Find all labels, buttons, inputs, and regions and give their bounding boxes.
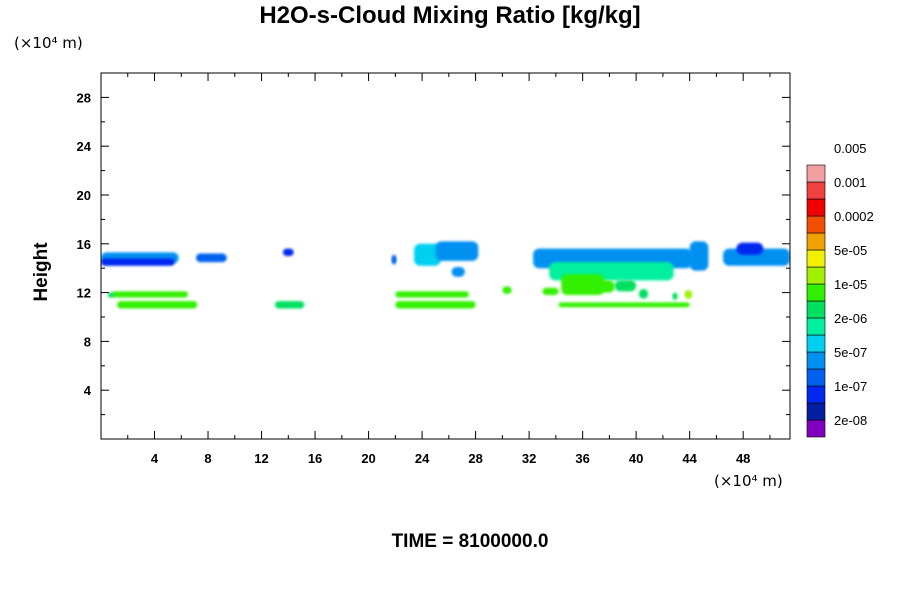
x-tick-label: 24 xyxy=(415,451,430,466)
chart-title: H2O-s-Cloud Mixing Ratio [kg/kg] xyxy=(259,2,641,29)
colorbar: 2e-08 1e-07 5e-07 2e-06 1e-05 5e-05 0.0002 0.00… xyxy=(806,141,874,438)
colorbar-label: 5e-07 xyxy=(834,345,867,360)
colorbar-swatch xyxy=(806,266,826,285)
x-tick-label: 28 xyxy=(468,451,482,466)
colorbar-swatch xyxy=(806,351,826,370)
field-region xyxy=(596,280,615,293)
field-region xyxy=(195,253,227,263)
x-tick-label: 44 xyxy=(682,451,697,466)
colorbar-label: 2e-06 xyxy=(834,311,867,326)
colorbar-swatch xyxy=(806,402,826,421)
field-region xyxy=(395,301,476,309)
colorbar-swatch xyxy=(806,164,826,183)
x-tick-label: 40 xyxy=(629,451,643,466)
colorbar-label: 0.0002 xyxy=(834,209,874,224)
field-region xyxy=(558,302,690,308)
field-region xyxy=(689,241,709,271)
x-tick-label: 32 xyxy=(522,451,536,466)
x-tick-label: 4 xyxy=(151,451,159,466)
colorbar-swatch xyxy=(806,419,826,438)
colorbar-swatch xyxy=(806,300,826,319)
field-region xyxy=(117,301,198,309)
field-region xyxy=(638,288,649,299)
field-region xyxy=(451,266,465,277)
x-tick-label: 16 xyxy=(308,451,322,466)
y-tick-label: 24 xyxy=(77,139,92,154)
field-region xyxy=(111,291,188,298)
y-tick-label: 8 xyxy=(84,334,91,349)
field-region xyxy=(684,290,693,299)
x-axis-unit: (×10⁴ m) xyxy=(714,472,783,490)
x-tick-label: 36 xyxy=(575,451,589,466)
field-region xyxy=(542,287,559,296)
field-region xyxy=(101,258,175,266)
field-region xyxy=(107,292,115,298)
colorbar-swatch xyxy=(806,334,826,353)
y-tick-label: 28 xyxy=(77,90,91,105)
time-label: TIME = 8100000.0 xyxy=(391,531,549,552)
y-tick-label: 4 xyxy=(84,383,92,398)
x-tick-label: 8 xyxy=(204,451,211,466)
field-region xyxy=(282,248,294,256)
field-region xyxy=(435,241,479,261)
colorbar-label: 1e-07 xyxy=(834,379,867,394)
y-tick-label: 20 xyxy=(77,188,91,203)
y-tick-label: 12 xyxy=(77,286,91,301)
colorbar-swatch xyxy=(806,317,826,336)
field-region xyxy=(672,292,678,300)
plot-frame xyxy=(100,72,791,440)
colorbar-label: 2e-08 xyxy=(834,413,867,428)
colorbar-label: 0.005 xyxy=(834,141,867,156)
colorbar-swatch xyxy=(806,232,826,251)
colorbar-swatch xyxy=(806,368,826,387)
x-tick-label: 48 xyxy=(736,451,750,466)
colorbar-swatch xyxy=(806,215,826,234)
colorbar-swatch xyxy=(806,385,826,404)
colorbar-label: 0.001 xyxy=(834,175,867,190)
colorbar-swatch xyxy=(806,181,826,200)
field-region xyxy=(502,286,512,294)
colorbar-label: 5e-05 xyxy=(834,243,867,258)
colorbar-swatch xyxy=(806,283,826,302)
field-region xyxy=(414,243,441,266)
field-region xyxy=(274,301,305,309)
field-region xyxy=(561,274,605,296)
field-region xyxy=(736,242,764,255)
y-tick-label: 16 xyxy=(77,237,91,252)
y-axis-unit: (×10⁴ m) xyxy=(14,34,83,52)
colorbar-swatch xyxy=(806,249,826,268)
colorbar-swatch xyxy=(806,198,826,217)
field-region xyxy=(614,280,637,292)
field-layer xyxy=(101,241,790,309)
x-tick-label: 20 xyxy=(361,451,375,466)
colorbar-label: 1e-05 xyxy=(834,277,867,292)
x-tick-label: 12 xyxy=(254,451,268,466)
field-region xyxy=(395,291,469,298)
field-region xyxy=(391,254,397,265)
